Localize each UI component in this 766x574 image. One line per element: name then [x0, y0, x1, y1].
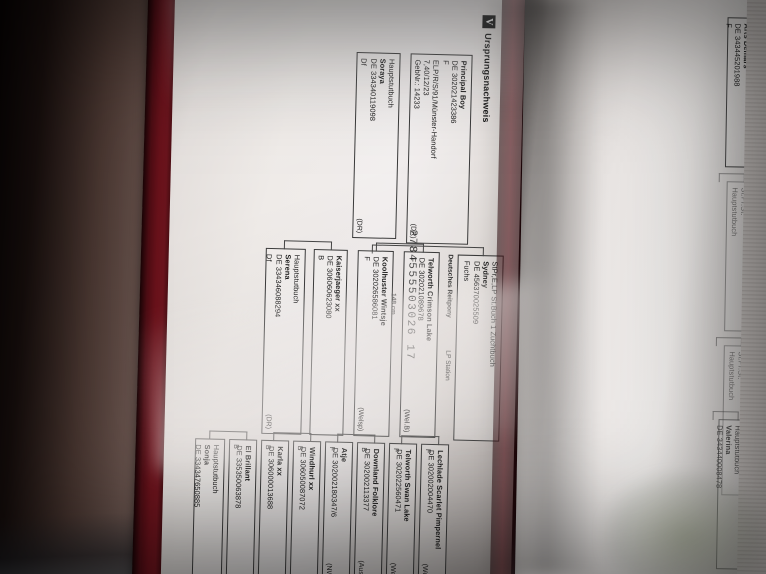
- bracket-gen2-b: [283, 240, 333, 251]
- bracket-gen2-a: [375, 242, 425, 253]
- document-header: V Ursprungsnachweis: [480, 15, 496, 123]
- gen3-box-3: Atje DE 302002180347/6 F (NWR): [321, 441, 354, 574]
- gen3-box-0: Lechlade Scarlet Pimpernel DE 3020020044…: [417, 443, 450, 574]
- gen3-sex-3: F: [327, 446, 336, 451]
- right-bracket-b: [715, 337, 742, 347]
- bracket-gen3-a: [401, 435, 440, 446]
- gen3-sex-2: B: [359, 447, 368, 453]
- subject-box: Principal Boy DE 302021423386 F ELP/R/S/…: [406, 53, 473, 245]
- gen2-box-0: Telworth Crimson Lake DE 302021089678 F …: [399, 251, 440, 439]
- gen2-box-3: Hauptstutbuch Serena DE 334346088294 Df …: [261, 247, 306, 435]
- gen3-box-6: El Brillant DE 335350063878 B: [225, 439, 258, 574]
- gen2-box-2: Kaiserjaeger xx DE 306060623080 B: [309, 249, 348, 436]
- sire-note: LP Station: [443, 350, 452, 381]
- gen3-sex-5: B: [263, 444, 272, 450]
- gen2-breed-tag-3: (DR): [264, 414, 272, 430]
- gen3-box-1: Telworth Swan Lake DE 302022560471 F (We…: [385, 442, 418, 574]
- gen3-sex-0: F: [423, 448, 432, 454]
- gen3-box-5: Karla xx DE 306000013688 B: [257, 439, 290, 574]
- gen3-box-4: Windhurl xx DE 306050087072 B: [289, 440, 322, 574]
- sire-breed-tag: Deutsches Reitpony: [445, 254, 454, 318]
- pedigree-content: V Ursprungsnachweis 2784555503026 17 Pri…: [153, 0, 520, 574]
- gen3-sex-4: B: [295, 445, 304, 451]
- bracket-gen3-d: [209, 430, 248, 441]
- document-title: Ursprungsnachweis: [481, 33, 494, 123]
- gen3-box-2: Downland Folklore DE 302002113377 B (Aus…: [353, 442, 386, 574]
- subject-breed-tag: (DR): [409, 223, 417, 239]
- facing-page-content: Arts Demars DE 343445201988 F St.Pr.St. …: [511, 0, 766, 574]
- right-bracket-c: [712, 411, 739, 421]
- gen3-breed-tag-2: (Ausl.P): [356, 560, 365, 574]
- gen2-breed-tag-1: (Welsp): [356, 407, 365, 432]
- gen3-box-7: Hauptstutbuch Sonja DE 334347650885: [191, 438, 226, 574]
- gen3-sex-1: F: [391, 448, 400, 453]
- dam-breed-tag: (DR): [355, 218, 363, 234]
- verband-logo-icon: V: [482, 15, 496, 29]
- gen3-sex-6: B: [231, 444, 240, 449]
- bracket-gen3-c: [273, 432, 312, 443]
- right-bracket-a: [718, 173, 745, 183]
- gen3-breed-tag-1: (Wel.B): [389, 563, 397, 574]
- gen3-breed-tag-0: (Wel.B): [421, 564, 429, 574]
- gen2-breed-tag-0: (Wel.B): [402, 409, 410, 433]
- gen2-box-1: Koolhuster Wintsje DE 302026586081 F (We…: [353, 250, 394, 437]
- gen3-breed-tag-3: (NWR): [324, 563, 333, 574]
- bracket-gen3-b: [337, 433, 376, 444]
- dam-box: Hauptstutbuch Soraya DE 334340119098 Df …: [352, 52, 401, 240]
